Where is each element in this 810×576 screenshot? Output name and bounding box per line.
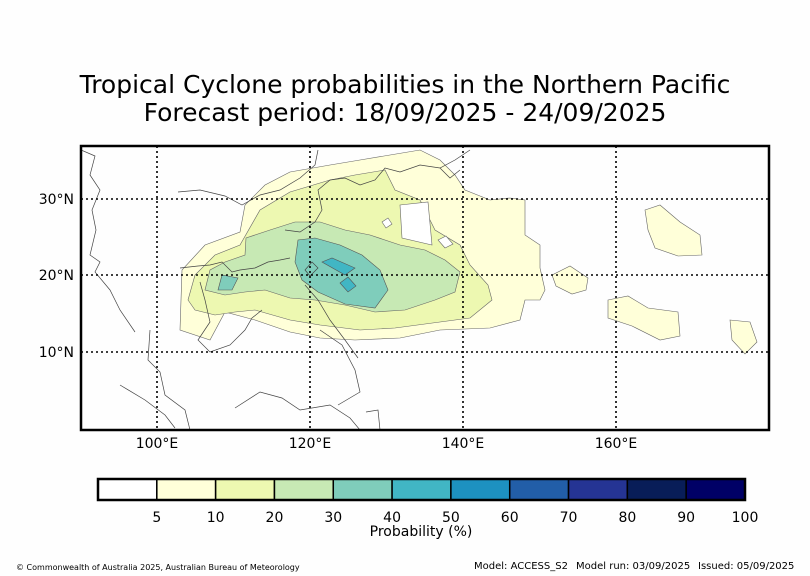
- colorbar-swatch-3: [273, 478, 335, 501]
- colorbar-tick-label: 30: [324, 510, 343, 526]
- colorbar-tick-label: 60: [500, 510, 519, 526]
- colorbar-swatch-2: [214, 478, 276, 501]
- prob-band-40-b: [339, 276, 357, 293]
- hole-3: [381, 217, 393, 229]
- colorbar-tick-label: 80: [618, 510, 637, 526]
- lon-label-100: 100°E: [136, 436, 179, 452]
- lon-label-160: 160°E: [595, 436, 638, 452]
- colorbar-tick-label: 90: [677, 510, 696, 526]
- model-run-text: Model run: 03/09/2025: [576, 561, 691, 572]
- map-frame: [79, 144, 771, 432]
- lon-label-140: 140°E: [442, 436, 485, 452]
- colorbar-swatch-7: [508, 478, 570, 501]
- colorbar-swatch-0: [97, 478, 158, 501]
- prob-band-5-d: [607, 295, 681, 341]
- prob-band-30: [217, 274, 239, 291]
- colorbar-tick-label: 100: [731, 510, 759, 526]
- prob-band-5-b: [551, 265, 589, 295]
- title-line-2: Forecast period: 18/09/2025 - 24/09/2025: [143, 98, 667, 127]
- model-text: Model: ACCESS_S2: [474, 561, 568, 572]
- gridlines: [81, 146, 769, 430]
- colorbar-tick-label: 5: [152, 510, 162, 526]
- colorbar-tick-label: 70: [559, 510, 578, 526]
- lon-label-120: 120°E: [289, 436, 332, 452]
- colorbar-swatch-1: [156, 478, 217, 501]
- colorbar-swatch-10: [685, 478, 746, 501]
- colorbar-swatch-6: [450, 478, 511, 501]
- colorbar: [96, 477, 747, 502]
- colorbar-tick-label: 10: [206, 510, 225, 526]
- lat-label-20: 20°N: [39, 268, 74, 284]
- colorbar-swatch-5: [391, 478, 452, 501]
- prob-band-40: [321, 257, 356, 276]
- colorbar-swatch-9: [626, 478, 687, 501]
- colorbar-tick-label: 20: [265, 510, 284, 526]
- prob-band-5-c: [644, 204, 703, 257]
- hole-1: [399, 201, 433, 246]
- colorbar-title: Probability (%): [369, 524, 473, 540]
- colorbar-swatch-8: [567, 478, 629, 501]
- lat-label-30: 30°N: [39, 192, 74, 208]
- prob-band-5-e: [729, 319, 758, 355]
- colorbar-outline: [96, 477, 747, 502]
- colorbar-swatch-4: [332, 478, 393, 501]
- coastlines: [81, 149, 471, 430]
- hole-2: [437, 235, 454, 249]
- colorbar-tick-label: 40: [383, 510, 401, 526]
- copyright-text: © Commonwealth of Australia 2025, Austra…: [16, 563, 300, 572]
- issued-text: Issued: 05/09/2025: [698, 561, 795, 572]
- colorbar-tick-label: 50: [441, 510, 460, 526]
- title-line-1: Tropical Cyclone probabilities in the No…: [79, 70, 731, 99]
- lat-label-10: 10°N: [39, 345, 74, 361]
